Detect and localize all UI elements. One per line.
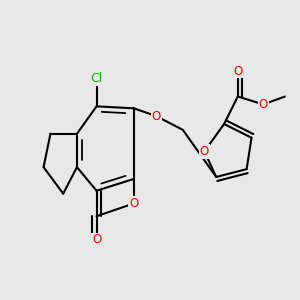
Text: O: O [259, 98, 268, 111]
Text: O: O [152, 110, 161, 123]
Text: O: O [129, 197, 138, 210]
Text: O: O [92, 233, 101, 246]
Text: Cl: Cl [90, 72, 103, 86]
Text: O: O [200, 145, 209, 158]
Text: O: O [233, 64, 242, 77]
